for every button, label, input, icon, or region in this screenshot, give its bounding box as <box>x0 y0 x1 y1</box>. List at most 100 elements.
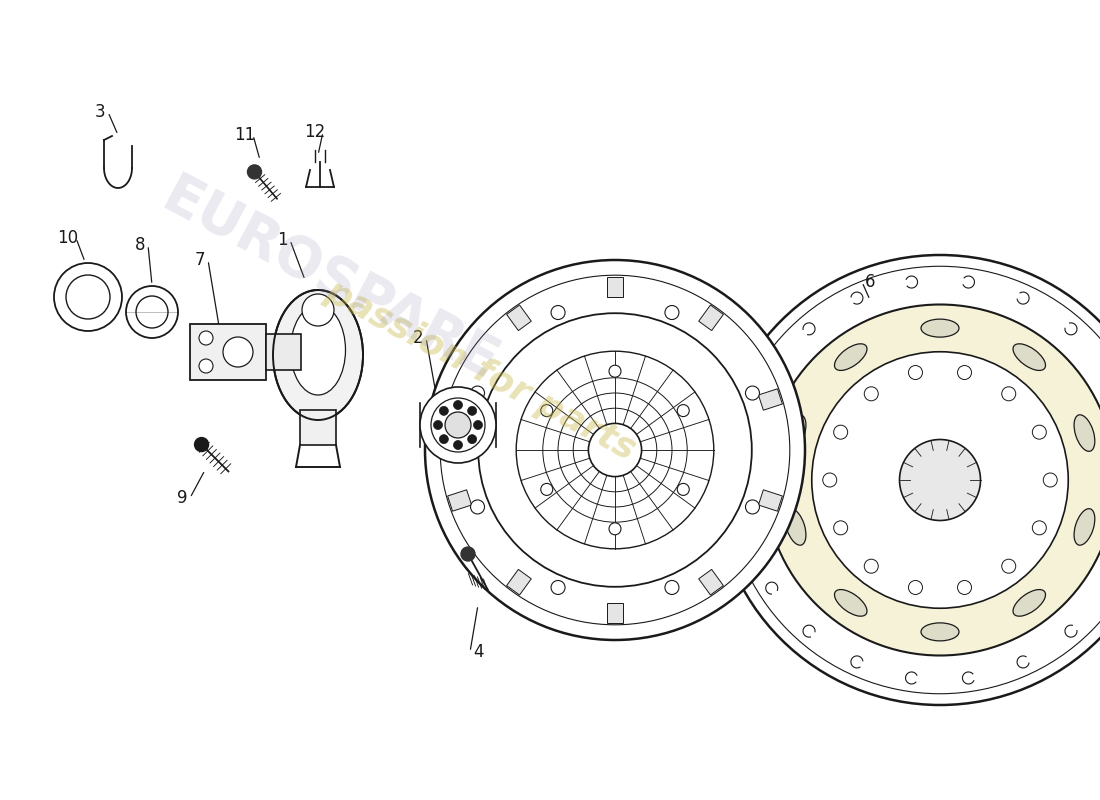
Circle shape <box>471 500 484 514</box>
Circle shape <box>834 425 848 439</box>
Circle shape <box>541 405 553 417</box>
Text: 2: 2 <box>412 329 424 347</box>
Circle shape <box>542 378 688 522</box>
Circle shape <box>746 386 759 400</box>
Circle shape <box>439 406 449 415</box>
Circle shape <box>573 408 657 492</box>
Ellipse shape <box>1013 344 1045 370</box>
Circle shape <box>900 439 980 521</box>
Circle shape <box>957 581 971 594</box>
Ellipse shape <box>921 623 959 641</box>
Circle shape <box>54 263 122 331</box>
Circle shape <box>478 314 751 587</box>
Circle shape <box>551 581 565 594</box>
Circle shape <box>248 165 262 179</box>
Circle shape <box>865 387 878 401</box>
Circle shape <box>746 500 759 514</box>
Circle shape <box>223 337 253 367</box>
Text: 8: 8 <box>134 236 145 254</box>
Circle shape <box>439 434 449 444</box>
Circle shape <box>136 296 168 328</box>
Circle shape <box>834 521 848 535</box>
Circle shape <box>420 387 496 463</box>
Circle shape <box>909 581 923 594</box>
Circle shape <box>1043 473 1057 487</box>
Circle shape <box>471 386 484 400</box>
Bar <box>448 490 472 511</box>
Text: 10: 10 <box>57 229 78 247</box>
Text: 1: 1 <box>277 231 287 249</box>
Bar <box>698 305 724 330</box>
Circle shape <box>199 331 213 345</box>
Ellipse shape <box>1074 414 1094 451</box>
Circle shape <box>461 547 475 561</box>
Circle shape <box>446 412 471 438</box>
Circle shape <box>588 423 641 477</box>
Ellipse shape <box>921 319 959 337</box>
Circle shape <box>664 306 679 319</box>
Circle shape <box>541 483 553 495</box>
Bar <box>448 389 472 410</box>
Ellipse shape <box>785 509 806 546</box>
Circle shape <box>609 523 622 534</box>
Circle shape <box>516 351 714 549</box>
Circle shape <box>1002 559 1015 573</box>
Circle shape <box>453 401 462 410</box>
Text: 3: 3 <box>95 103 106 121</box>
Circle shape <box>678 483 690 495</box>
Bar <box>607 277 623 297</box>
Circle shape <box>678 405 690 417</box>
Ellipse shape <box>835 344 867 370</box>
Ellipse shape <box>835 590 867 616</box>
Circle shape <box>468 434 476 444</box>
Circle shape <box>957 366 971 379</box>
Circle shape <box>199 359 213 373</box>
Ellipse shape <box>1013 590 1045 616</box>
Ellipse shape <box>290 305 345 395</box>
Circle shape <box>812 352 1068 608</box>
Text: 5: 5 <box>593 273 603 291</box>
Circle shape <box>433 421 442 430</box>
Circle shape <box>1032 521 1046 535</box>
Circle shape <box>1032 425 1046 439</box>
Circle shape <box>440 275 790 625</box>
Text: 11: 11 <box>234 126 255 144</box>
Text: 6: 6 <box>865 273 876 291</box>
Circle shape <box>1002 387 1015 401</box>
Bar <box>507 305 531 330</box>
Circle shape <box>66 275 110 319</box>
Bar <box>607 603 623 623</box>
FancyBboxPatch shape <box>300 410 336 445</box>
Circle shape <box>453 441 462 450</box>
Text: 7: 7 <box>195 251 206 269</box>
Circle shape <box>302 294 334 326</box>
Circle shape <box>126 286 178 338</box>
FancyBboxPatch shape <box>190 324 266 380</box>
Circle shape <box>726 266 1100 694</box>
Text: passion for parts: passion for parts <box>319 274 641 466</box>
Circle shape <box>425 260 805 640</box>
Circle shape <box>468 406 476 415</box>
Bar <box>758 490 782 511</box>
Circle shape <box>195 438 209 451</box>
Bar <box>507 570 531 595</box>
Circle shape <box>823 473 837 487</box>
Bar <box>758 389 782 410</box>
Text: 9: 9 <box>177 489 187 507</box>
FancyBboxPatch shape <box>266 334 301 370</box>
Circle shape <box>909 366 923 379</box>
Circle shape <box>715 255 1100 705</box>
FancyBboxPatch shape <box>298 380 338 420</box>
Ellipse shape <box>1074 509 1094 546</box>
Circle shape <box>558 393 672 507</box>
Bar <box>698 570 724 595</box>
Circle shape <box>609 365 622 378</box>
Text: 12: 12 <box>305 123 326 141</box>
Text: EUROSPARE: EUROSPARE <box>153 169 507 391</box>
Circle shape <box>865 559 878 573</box>
Circle shape <box>764 305 1100 655</box>
Text: 4: 4 <box>473 643 483 661</box>
Circle shape <box>664 581 679 594</box>
Circle shape <box>431 398 485 452</box>
Circle shape <box>473 421 483 430</box>
